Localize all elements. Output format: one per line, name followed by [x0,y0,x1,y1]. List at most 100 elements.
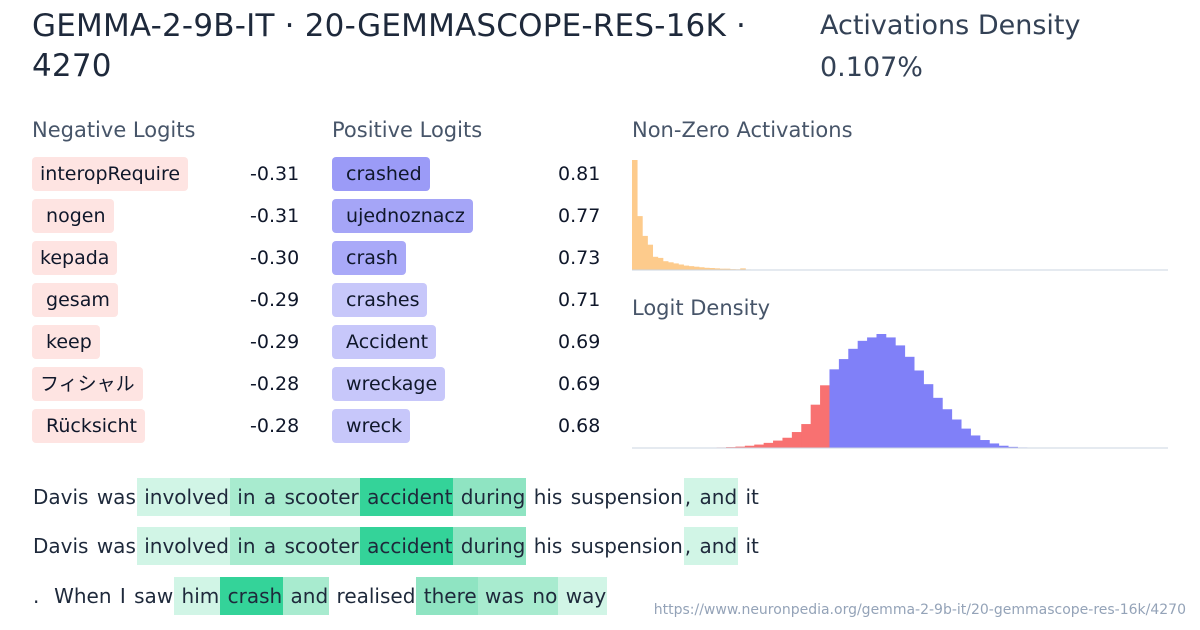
example-token: When [40,577,113,615]
activation-histogram-bar [719,268,726,270]
logit-value: 0.77 [558,205,601,227]
logit-token: nogen [32,199,114,233]
example-token: I [112,577,127,615]
activation-histogram-bar [704,267,710,270]
example-token: Davis [32,478,90,516]
non-zero-activations-heading: Non-Zero Activations [632,118,853,142]
logit-token: gesam [32,283,118,317]
activation-histogram-bar [647,244,654,270]
logit-value: -0.31 [250,163,300,185]
example-token: scooter [277,478,360,516]
activation-histogram-bar [699,267,705,270]
activation-histogram-bar [688,266,695,270]
activation-example: Davis was involved in a scooter accident… [32,478,760,516]
example-token: scooter [277,527,360,565]
activation-histogram-bar [724,268,731,270]
example-token: and [283,577,330,615]
example-token: way [558,577,608,615]
example-token: in [229,478,257,516]
activation-example: Davis was involved in a scooter accident… [32,527,760,565]
example-token: saw [126,577,175,615]
logit-token: crashed [332,157,430,191]
logit-value: -0.29 [250,289,300,311]
positive-logit-density-bar [838,359,849,448]
logit-density-histogram [632,334,1168,449]
non-zero-activations-histogram [632,160,1168,271]
positive-logit-density-bar [885,337,896,448]
activations-density-label: Activations Density [820,10,1081,41]
logit-token: Accident [332,325,437,359]
negative-logit-density-bar [763,442,774,448]
negative-logit-density-bar [801,424,812,448]
example-token: no [525,577,559,615]
negative-logits-heading: Negative Logits [32,118,196,142]
positive-logit-density-bar [961,428,971,448]
positive-logit-density-bar [923,384,934,448]
negative-logit-density-bar [735,446,746,448]
positive-logit-density-bar [914,370,924,448]
logit-token: kepada [32,241,118,275]
logit-value: -0.28 [250,415,300,437]
activation-histogram-bar [683,265,690,270]
positive-logit-density-bar [970,435,981,448]
example-token: during [453,527,527,565]
example-token: involved [136,527,230,565]
example-token: it [738,527,760,565]
positive-logit-density-bar [829,369,840,448]
example-token: accident [359,527,454,565]
activation-histogram-bar [662,261,669,270]
example-token: realised [329,577,417,615]
logit-token: wreck [332,409,411,443]
positive-logit-density-bar [932,397,943,448]
example-token: a [256,527,278,565]
example-token: accident [359,478,454,516]
activation-histogram-bar [652,256,659,270]
activation-histogram-bar [673,263,679,270]
logit-token: Rücksicht [32,409,145,443]
logit-token: crash [332,241,406,275]
activation-histogram-bar [657,257,664,270]
logit-value: -0.30 [250,247,300,269]
positive-logits-heading: Positive Logits [332,118,483,142]
positive-logit-density-bar [1008,446,1018,448]
example-token: , [683,478,693,516]
logit-token: crashes [332,283,428,317]
logit-token: フィシャル [32,367,143,401]
example-token: suspension [563,527,684,565]
logit-token: keep [32,325,100,359]
activation-histogram-bar [637,216,643,270]
negative-logit-density-bar [754,444,765,448]
example-token: there [416,577,478,615]
negative-logit-density-bar [810,404,821,448]
positive-logit-density-bar [876,334,887,448]
positive-logit-density-bar [857,340,868,448]
activations-density-value: 0.107% [820,52,923,83]
example-token: his [526,527,564,565]
activation-histogram-bar [642,235,648,270]
positive-logit-density-bar [951,419,962,448]
negative-logit-density-bar [744,445,755,448]
negative-logit-density-bar [791,432,802,448]
activation-histogram-bar [709,268,715,270]
logit-value: 0.81 [558,163,601,185]
example-token: it [738,478,760,516]
example-token: Davis [32,527,90,565]
example-token: a [256,478,278,516]
logit-value: -0.31 [250,205,300,227]
activation-histogram-bar [668,262,674,270]
example-token: and [692,478,739,516]
activation-histogram-bar [714,268,721,270]
negative-logit-density-bar [782,437,793,448]
positive-logit-density-bar [895,345,906,448]
example-token: his [526,478,564,516]
positive-logit-density-bar [867,337,877,448]
logit-value: -0.29 [250,331,300,353]
positive-logit-density-bar [989,443,1000,448]
example-token: crash [220,577,284,615]
logit-token: interopRequire [32,157,189,191]
activation-example: . When I saw him crash and realised ther… [32,577,608,615]
positive-logit-density-bar [904,356,915,448]
logit-token: wreckage [332,367,446,401]
example-token: and [692,527,739,565]
source-url: https://www.neuronpedia.org/gemma-2-9b-i… [653,602,1186,618]
